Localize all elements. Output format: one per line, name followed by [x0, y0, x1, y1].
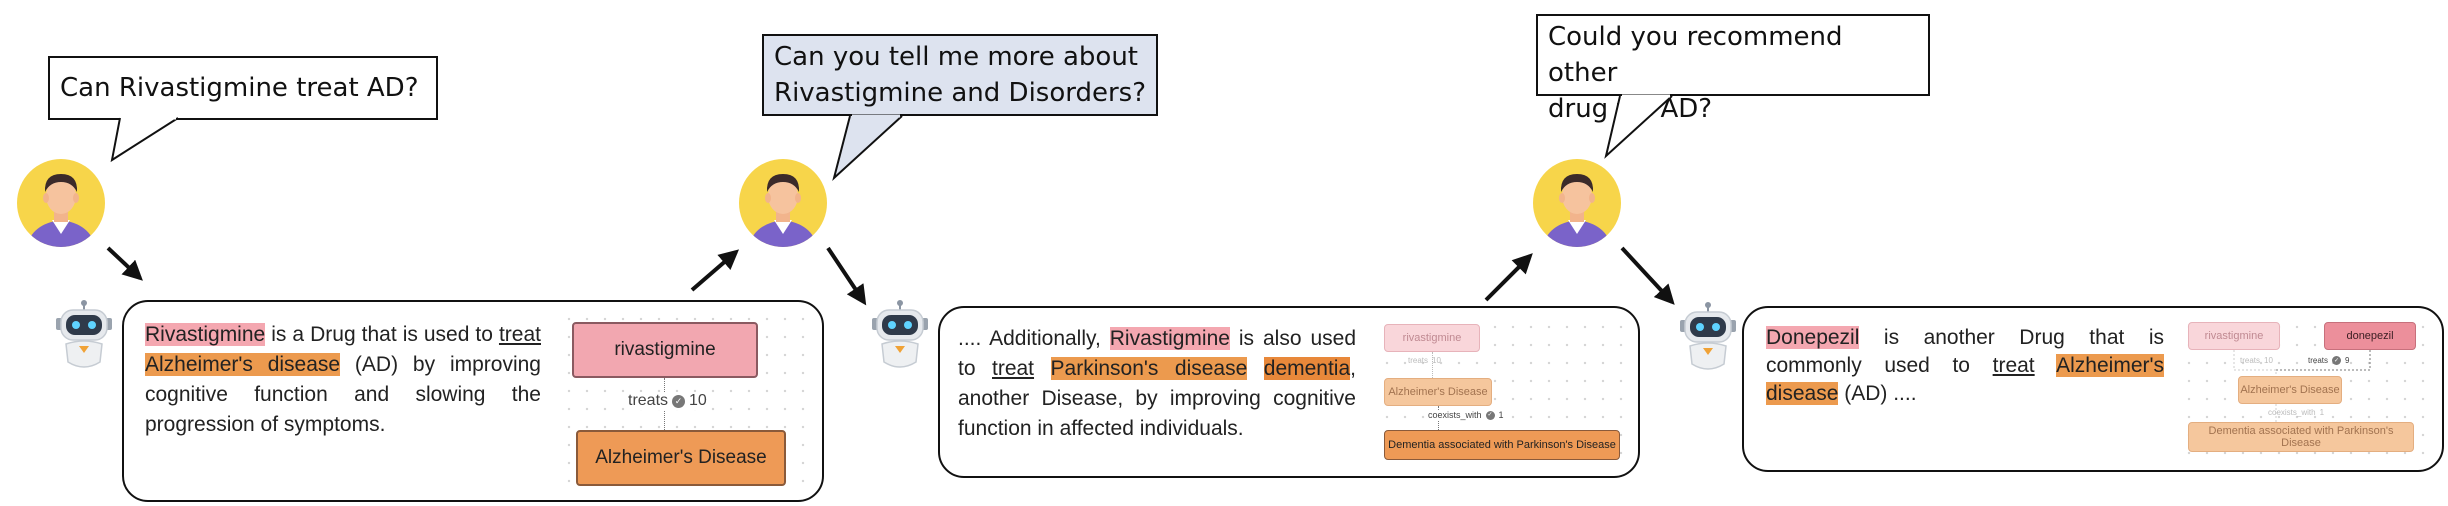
relation-entity: treat [1992, 354, 2035, 377]
graph-node-disease[interactable]: Alzheimer's Disease [1384, 378, 1492, 406]
user-question-bubble-2: Can you tell me more about Rivastigmine … [762, 34, 1158, 116]
edge-relation: treats [1408, 356, 1429, 365]
edge-count: 10 [1432, 356, 1441, 365]
edge-count: 1 [2319, 408, 2325, 417]
disease-entity: Parkinson's disease [1050, 357, 1248, 380]
arrow-icon [690, 249, 740, 292]
bubble-2-line-2: Rivastigmine and Disorders? [774, 78, 1147, 108]
disease-entity: Alzheimer's disease [145, 353, 341, 376]
bubble-3-line-1: Could you recommend other [1548, 22, 1843, 88]
graph-node-disorder[interactable]: Dementia associated with Parkinson's Dis… [1384, 430, 1620, 460]
drug-entity: Rivastigmine [1109, 327, 1230, 350]
drug-entity: Rivastigmine [145, 323, 266, 346]
relation-entity: treat [992, 357, 1035, 380]
response-text-1: Rivastigmine is a Drug that is used to t… [145, 320, 541, 440]
user-question-bubble-3: Could you recommend other drug for AD? [1536, 14, 1930, 124]
edge-count: 9 [2345, 356, 2350, 365]
graph-edge [1432, 352, 1433, 378]
graph-node-disorder[interactable]: Dementia associated with Parkinson's Dis… [2188, 422, 2414, 452]
text-segment: (AD) .... [1838, 382, 1917, 405]
bubble-2-tail [832, 114, 903, 182]
knowledge-graph-2: rivastigmine treats 10 Alzheimer's Disea… [1378, 318, 1626, 468]
text-segment: is a Drug that is used to [265, 323, 499, 346]
edge-count: 10 [689, 392, 707, 409]
text-segment: (AD) by improving cognitive function and… [145, 353, 541, 436]
graph-node-disease[interactable]: Alzheimer's Disease [576, 430, 786, 486]
edge-relation: treats [2240, 356, 2261, 365]
relation-entity: treat [498, 323, 541, 346]
graph-node-drug[interactable]: rivastigmine [572, 322, 758, 378]
text-segment [2035, 354, 2056, 377]
response-text-3: Donepezil is another Drug that is common… [1766, 324, 2164, 408]
disease-entity: dementia [1263, 357, 1351, 380]
graph-node-drug[interactable]: rivastigmine [1384, 324, 1480, 352]
arrow-icon [1620, 246, 1675, 305]
text-segment: .... Additionally, [958, 327, 1110, 350]
check-circle-icon: ✓ [1485, 410, 1495, 420]
graph-edge-label: treats 10 [2240, 356, 2273, 365]
knowledge-graph-3: rivastigmine donepezil treats 10 treats … [2180, 318, 2432, 464]
bubble-1-text: Can Rivastigmine treat AD? [60, 73, 419, 103]
text-segment: , another Disease, by improving cognitiv… [958, 357, 1356, 440]
knowledge-graph-1: rivastigmine treats ✓ 10 Alzheimer's Dis… [560, 310, 816, 496]
bubble-2-line-1: Can you tell me more about [774, 42, 1138, 72]
check-circle-icon: ✓ [672, 394, 686, 408]
graph-edge-label: coexists_with 1 [2268, 408, 2324, 417]
bubble-1-tail [110, 116, 179, 163]
graph-node-drug-new[interactable]: donepezil [2324, 322, 2416, 350]
graph-node-drug[interactable]: rivastigmine [2188, 322, 2280, 350]
edge-relation: coexists_with [2268, 408, 2316, 417]
edge-relation: treats [2308, 356, 2329, 365]
graph-edge-label: treats ✓ 9 [2308, 356, 2349, 365]
edge-count: 10 [2264, 356, 2273, 365]
edge-relation: coexists_with [1428, 410, 1482, 420]
graph-edge-label: treats 10 [1408, 356, 1441, 365]
graph-node-disease[interactable]: Alzheimer's Disease [2238, 376, 2342, 404]
graph-edge-label: coexists_with ✓ 1 [1428, 410, 1504, 420]
graph-edge-label: treats ✓ 10 [626, 392, 709, 410]
edge-count: 1 [1498, 410, 1504, 420]
arrow-icon [1484, 253, 1533, 302]
user-question-bubble-1: Can Rivastigmine treat AD? [48, 56, 438, 120]
drug-entity: Donepezil [1766, 326, 1860, 349]
arrow-icon [826, 246, 867, 306]
response-text-2: .... Additionally, Rivastigmine is also … [958, 324, 1356, 444]
bubble-3-tail [1604, 94, 1673, 159]
text-segment: is also used to [958, 327, 1356, 380]
check-circle-icon: ✓ [2332, 356, 2342, 365]
text-segment: is another Drug that is commonly used to [1766, 326, 2164, 377]
text-segment [1247, 357, 1263, 380]
arrow-icon [106, 246, 143, 281]
graph-edge [664, 378, 665, 448]
edge-relation: treats [628, 392, 669, 409]
text-segment [1034, 357, 1050, 380]
